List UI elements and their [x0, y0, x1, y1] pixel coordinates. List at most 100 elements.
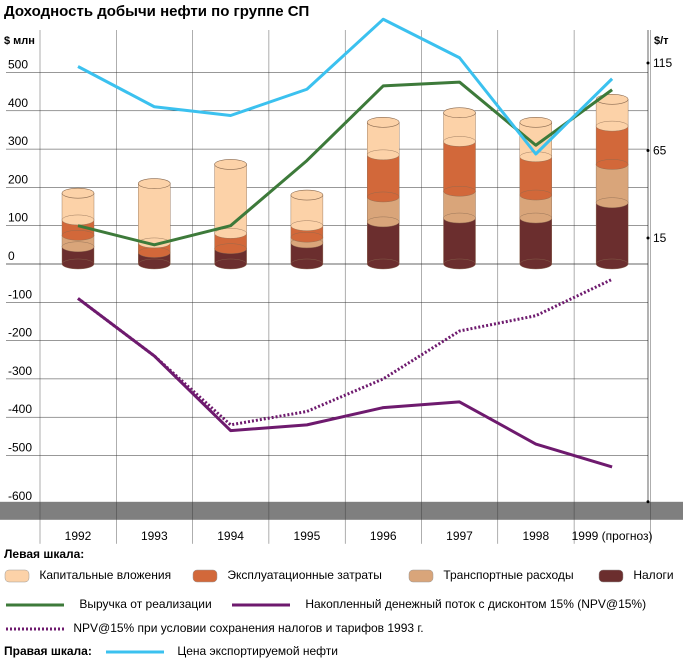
bar-segment — [595, 125, 629, 165]
series-line — [77, 277, 613, 427]
bar-top-cap — [290, 189, 324, 201]
bar-segment-bottom — [61, 214, 95, 226]
y-tick-label: 400 — [8, 96, 28, 110]
x-tick-label: 1992 — [65, 529, 92, 543]
bar-segment-bottom — [367, 258, 400, 270]
bar-segment — [443, 141, 476, 192]
legend-item-capex: Капитальные вложения — [4, 568, 171, 584]
bar-segment-bottom — [595, 120, 629, 132]
bar-segment-bottom — [595, 258, 629, 270]
bar-segment-bottom — [138, 247, 171, 258]
legend-item-npv-1993: NPV@15% при условии сохранения налогов и… — [4, 621, 424, 635]
bar-top-cap — [61, 187, 95, 199]
y-tick-label: -400 — [8, 402, 32, 416]
right-axis-label: $/т — [654, 35, 669, 47]
bar-segment-bottom — [61, 241, 95, 252]
bar-segment-bottom — [443, 258, 476, 270]
x-tick-label: 1993 — [141, 529, 168, 543]
y-tick-label: -100 — [8, 287, 32, 301]
bar-segment-bottom — [138, 237, 171, 249]
chart-svg: $ млн $/т 500 400 300 200 100 0 -100 -200 -300 -400… — [0, 17, 683, 544]
legend-label-transport: Транспортные расходы — [443, 568, 574, 583]
bar-segment-bottom — [367, 149, 400, 161]
bar-segment-bottom — [443, 212, 476, 224]
series-line — [77, 80, 613, 247]
legend-left-scale-label: Левая шкала: — [4, 547, 85, 561]
bar-segment-bottom — [595, 159, 629, 170]
bar-segment — [519, 217, 552, 265]
bar-segment — [214, 164, 247, 234]
y-tick-label: -200 — [8, 326, 32, 340]
legend-line-revenue — [6, 603, 64, 607]
bar-segment-bottom — [138, 258, 171, 270]
bar-segment-bottom — [290, 258, 324, 270]
legend-swatch-transport — [408, 569, 434, 583]
legend-swatch-opex — [192, 569, 218, 583]
bar-segment-bottom — [519, 189, 552, 201]
x-tick-label: 1998 — [522, 529, 549, 543]
series-line — [77, 17, 614, 156]
bar-segment-bottom — [214, 228, 247, 239]
x-tick-label: 1996 — [370, 529, 397, 543]
bar-segment-bottom — [519, 212, 552, 224]
right-tick-dot — [646, 236, 650, 240]
legend-item-taxes: Налоги — [598, 568, 674, 584]
legend-item-opex: Эксплуатационные затраты — [192, 568, 382, 584]
bar-top-cap — [138, 178, 171, 189]
bar-segment-bottom — [214, 243, 247, 254]
legend-item-oil-price: Цена экспортируемой нефти — [104, 644, 338, 658]
x-tick-label: 1997 — [446, 529, 473, 543]
bar-segment — [519, 156, 552, 196]
bar-segment — [443, 217, 476, 265]
chart-title: Доходность добычи нефти по группе СП — [4, 3, 310, 20]
legend-line-npv-1993 — [6, 627, 64, 631]
legend-label-revenue: Выручка от реализации — [79, 597, 212, 611]
legend-right-scale-label: Правая шкала: — [4, 644, 92, 658]
legend-label-npv: Накопленный денежный поток с дисконтом 1… — [305, 597, 647, 611]
legend-item-transport: Транспортные расходы — [408, 568, 574, 584]
legend-item-revenue: Выручка от реализации — [4, 597, 212, 611]
y-tick-label: -600 — [8, 489, 32, 503]
y-tick-label: 0 — [8, 249, 15, 263]
right-tick-dot — [646, 61, 650, 65]
legend-label-opex: Эксплуатационные затраты — [227, 568, 382, 583]
y-tick-label: -500 — [8, 441, 32, 455]
y-tick-label: 200 — [8, 172, 28, 186]
bar-segment-bottom — [290, 231, 324, 243]
legend-label-capex: Капитальные вложения — [39, 568, 172, 583]
legend-item-npv: Накопленный денежный поток с дисконтом 1… — [230, 597, 646, 611]
y-tick-label: -300 — [8, 364, 32, 378]
legend-line-npv — [232, 603, 290, 607]
bar-segment-bottom — [443, 186, 476, 197]
legend-swatch-capex — [4, 569, 30, 583]
bar-segment — [367, 154, 400, 198]
legend-label-npv-1993: NPV@15% при условии сохранения налогов и… — [73, 621, 424, 635]
bar-segment-bottom — [367, 216, 400, 228]
bar-segment — [595, 202, 629, 265]
bar-segment-bottom — [367, 191, 400, 203]
legend-label-taxes: Налоги — [633, 568, 674, 583]
x-tick-label: 1995 — [294, 529, 321, 543]
bar-top-cap — [214, 159, 247, 170]
right-tick-label: 65 — [653, 144, 667, 158]
legend-line-oil-price — [106, 650, 164, 654]
bar-segment-bottom — [595, 197, 629, 208]
right-tick-label: 15 — [653, 231, 667, 245]
bar-segment — [367, 221, 400, 265]
bar-segment-bottom — [61, 258, 95, 270]
bar-top-cap — [519, 116, 553, 128]
y-tick-label: 500 — [8, 58, 28, 72]
right-tick-label: 115 — [653, 56, 672, 70]
left-axis-label: $ млн — [4, 35, 35, 47]
y-tick-label: 100 — [8, 211, 28, 225]
axis-band — [0, 501, 683, 520]
y-tick-label: 300 — [8, 134, 28, 148]
bar-segment — [367, 122, 400, 156]
bar-segment-bottom — [443, 136, 476, 147]
bar-segment-bottom — [290, 220, 324, 231]
right-tick-dot — [646, 149, 650, 152]
legend-label-oil-price: Цена экспортируемой нефти — [177, 644, 338, 658]
bar-segment — [595, 164, 629, 203]
bar-segment-bottom — [61, 230, 95, 241]
bar-segment-bottom — [519, 258, 552, 270]
